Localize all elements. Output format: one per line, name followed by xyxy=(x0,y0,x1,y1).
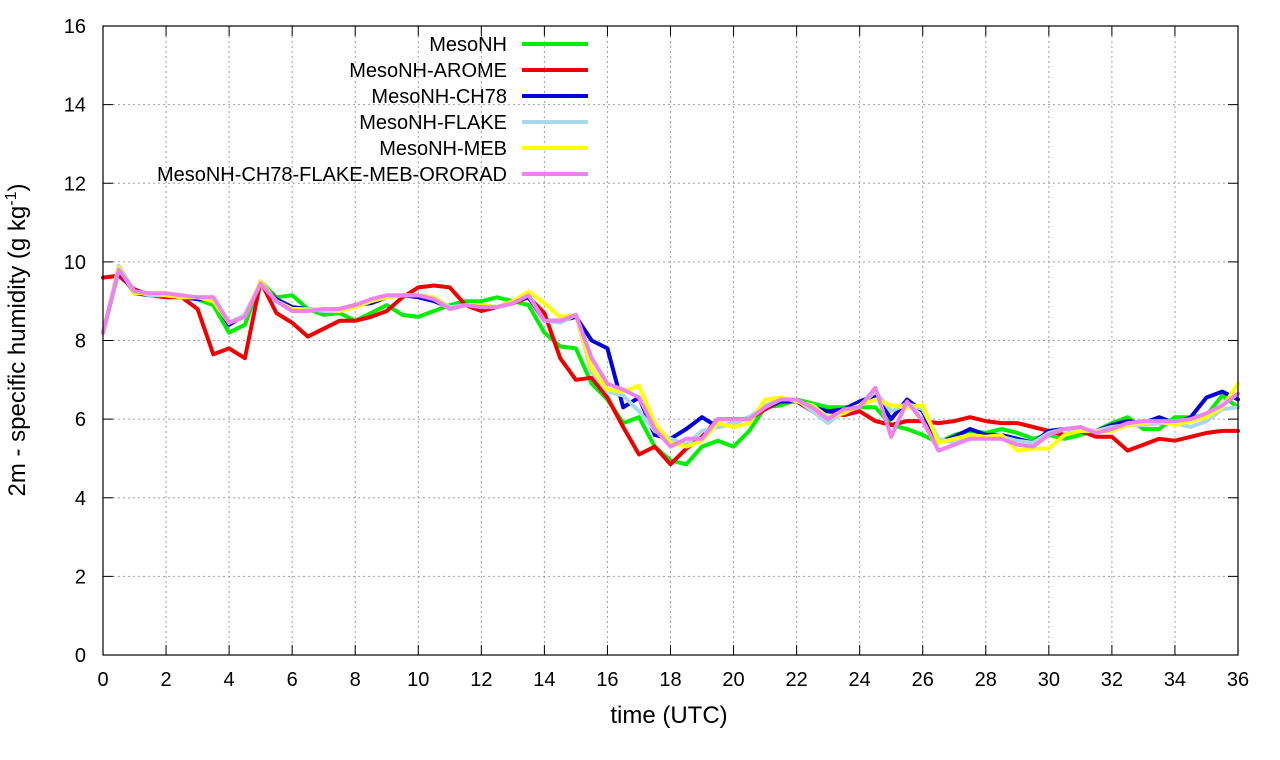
x-axis-label: time (UTC) xyxy=(610,702,727,729)
legend-label: MesoNH-CH78 xyxy=(371,86,507,108)
x-tick-label: 22 xyxy=(785,669,807,691)
grid xyxy=(103,26,1238,655)
legend-label: MesoNH-FLAKE xyxy=(359,112,507,134)
x-tick-label: 32 xyxy=(1101,669,1123,691)
x-tick-label: 8 xyxy=(350,669,361,691)
legend: MesoNH MesoNH-AROME MesoNH-CH78 MesoNH-FLAK… xyxy=(157,34,588,186)
y-tick-label: 8 xyxy=(75,331,86,353)
series-lines xyxy=(101,263,1240,467)
x-tick-label: 34 xyxy=(1164,669,1186,691)
y-tick-label: 10 xyxy=(64,252,86,274)
y-axis-label-main: 2m - specific humidity (g kg xyxy=(4,206,31,497)
x-tick-label: 16 xyxy=(596,669,618,691)
x-tick-label: 20 xyxy=(722,669,744,691)
legend-label: MesoNH xyxy=(429,34,507,56)
legend-label: MesoNH-MEB xyxy=(379,138,507,160)
y-tick-label: 4 xyxy=(75,488,86,510)
legend-label: MesoNH-CH78-FLAKE-MEB-ORORAD xyxy=(157,164,507,186)
y-axis-label: 2m - specific humidity (g kg-1) xyxy=(3,184,31,497)
x-tick-labels: 0 2 4 6 8 10 12 14 16 18 20 22 24 26 28 30 32 34 36 xyxy=(97,669,1249,691)
y-axis-label-close: ) xyxy=(4,184,31,192)
x-tick-label: 18 xyxy=(659,669,681,691)
legend-label: MesoNH-AROME xyxy=(349,60,507,82)
y-tick-label: 14 xyxy=(64,95,86,117)
x-tick-label: 2 xyxy=(160,669,171,691)
x-tick-label: 12 xyxy=(470,669,492,691)
series-line-6 xyxy=(101,267,1240,453)
y-tick-label: 12 xyxy=(64,173,86,195)
y-tick-label: 2 xyxy=(75,566,86,588)
y-tick-label: 6 xyxy=(75,409,86,431)
x-tick-label: 6 xyxy=(287,669,298,691)
x-tick-label: 26 xyxy=(912,669,934,691)
x-tick-label: 4 xyxy=(224,669,235,691)
tick-marks xyxy=(102,25,1239,656)
y-tick-labels: 0 2 4 6 8 10 12 14 16 xyxy=(64,16,86,667)
y-axis-label-sup: -1 xyxy=(3,191,20,205)
y-tick-label: 0 xyxy=(75,645,86,667)
x-tick-label: 0 xyxy=(97,669,108,691)
x-tick-label: 28 xyxy=(975,669,997,691)
x-tick-label: 30 xyxy=(1038,669,1060,691)
y-tick-label: 16 xyxy=(64,16,86,38)
x-tick-label: 36 xyxy=(1227,669,1249,691)
x-tick-label: 24 xyxy=(849,669,871,691)
x-tick-label: 14 xyxy=(533,669,555,691)
x-tick-label: 10 xyxy=(407,669,429,691)
